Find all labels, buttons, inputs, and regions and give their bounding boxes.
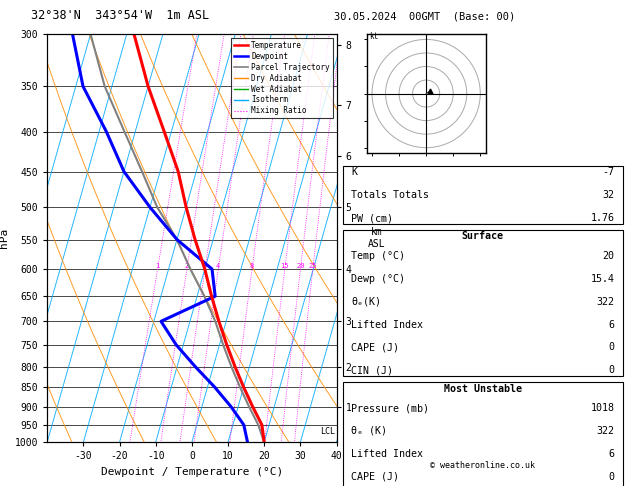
Text: 25: 25: [309, 263, 317, 269]
Y-axis label: hPa: hPa: [0, 228, 9, 248]
Text: Lifted Index: Lifted Index: [351, 449, 423, 459]
Text: Most Unstable: Most Unstable: [443, 383, 522, 394]
Text: 0: 0: [608, 343, 615, 352]
Text: Pressure (mb): Pressure (mb): [351, 403, 429, 413]
X-axis label: Dewpoint / Temperature (°C): Dewpoint / Temperature (°C): [101, 467, 283, 477]
Text: 1: 1: [155, 263, 160, 269]
Text: CIN (J): CIN (J): [351, 365, 393, 375]
Bar: [343, 382, 623, 486]
Text: 32: 32: [603, 190, 615, 200]
Text: kt: kt: [369, 33, 379, 41]
Text: θₑ(K): θₑ(K): [351, 296, 381, 307]
Text: 322: 322: [596, 426, 615, 436]
Text: 8: 8: [250, 263, 254, 269]
Text: 322: 322: [596, 296, 615, 307]
Text: PW (cm): PW (cm): [351, 213, 393, 223]
Text: 3: 3: [203, 263, 207, 269]
Text: © weatheronline.co.uk: © weatheronline.co.uk: [430, 461, 535, 470]
Text: 6: 6: [608, 449, 615, 459]
Text: -7: -7: [603, 167, 615, 177]
Text: 1018: 1018: [590, 403, 615, 413]
Text: 6: 6: [608, 319, 615, 330]
Text: 30.05.2024  00GMT  (Base: 00): 30.05.2024 00GMT (Base: 00): [334, 12, 515, 22]
Text: 20: 20: [296, 263, 304, 269]
Text: θₑ (K): θₑ (K): [351, 426, 387, 436]
Text: LCL: LCL: [320, 427, 335, 436]
Bar: [343, 230, 623, 376]
Text: 1.76: 1.76: [590, 213, 615, 223]
Text: 0: 0: [608, 365, 615, 375]
Text: 20: 20: [603, 251, 615, 261]
Text: 4: 4: [216, 263, 220, 269]
Legend: Temperature, Dewpoint, Parcel Trajectory, Dry Adiabat, Wet Adiabat, Isotherm, Mi: Temperature, Dewpoint, Parcel Trajectory…: [231, 38, 333, 119]
Text: 15.4: 15.4: [590, 274, 615, 284]
Text: Dewp (°C): Dewp (°C): [351, 274, 405, 284]
Text: Temp (°C): Temp (°C): [351, 251, 405, 261]
Text: Lifted Index: Lifted Index: [351, 319, 423, 330]
Text: 32°38'N  343°54'W  1m ASL: 32°38'N 343°54'W 1m ASL: [31, 9, 209, 22]
Text: K: K: [351, 167, 357, 177]
Y-axis label: km
ASL: km ASL: [367, 227, 385, 249]
Text: 2: 2: [185, 263, 189, 269]
Text: 15: 15: [281, 263, 289, 269]
Text: Totals Totals: Totals Totals: [351, 190, 429, 200]
Text: Surface: Surface: [462, 231, 504, 242]
Text: CAPE (J): CAPE (J): [351, 343, 399, 352]
Text: CAPE (J): CAPE (J): [351, 472, 399, 482]
Text: 0: 0: [608, 472, 615, 482]
Bar: [343, 166, 623, 224]
